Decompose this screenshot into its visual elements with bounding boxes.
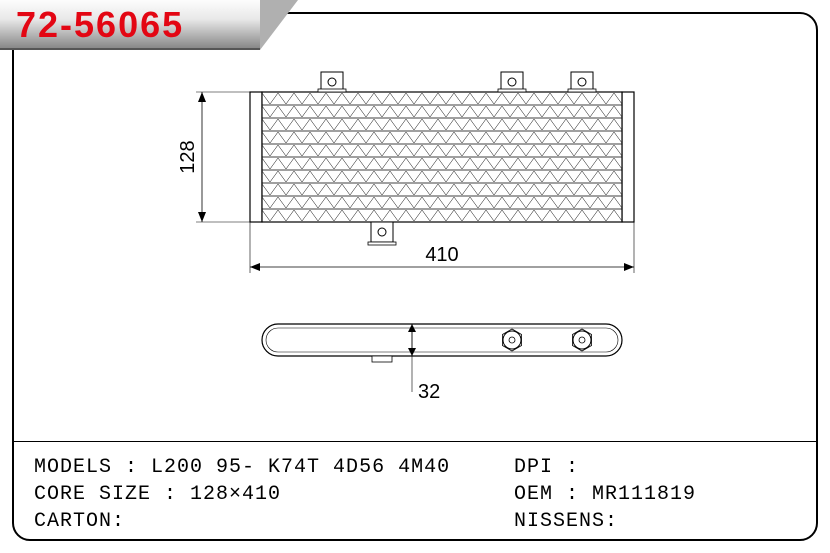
coresize-label: CORE SIZE : (34, 483, 177, 506)
oem-value: MR111819 (592, 483, 696, 506)
oem-label: OEM : (514, 483, 579, 506)
carton-label: CARTON: (34, 510, 125, 533)
dim-height-label: 128 (177, 140, 199, 173)
diagram-area: 128 410 32 (12, 62, 818, 442)
part-number: 72-56065 (16, 4, 184, 46)
nissens-label: NISSENS: (514, 510, 618, 533)
dim-width-label: 410 (425, 244, 458, 266)
dpi-cell: DPI : (514, 456, 796, 479)
dim-thickness-label: 32 (418, 381, 440, 403)
oem-cell: OEM : MR111819 (514, 483, 796, 506)
technical-drawing: 128 410 32 (12, 62, 818, 442)
models-cell: MODELS : L200 95- K74T 4D56 4M40 (34, 456, 514, 479)
dpi-label: DPI : (514, 456, 579, 479)
info-row-1: MODELS : L200 95- K74T 4D56 4M40 DPI : (34, 456, 796, 479)
models-value: L200 95- K74T 4D56 4M40 (151, 456, 450, 479)
info-row-2: CORE SIZE : 128×410 OEM : MR111819 (34, 483, 796, 506)
carton-cell: CARTON: (34, 510, 514, 533)
models-label: MODELS : (34, 456, 138, 479)
part-label-plate: 72-56065 (0, 0, 260, 50)
info-area: MODELS : L200 95- K74T 4D56 4M40 DPI : C… (12, 442, 818, 541)
info-row-3: CARTON: NISSENS: (34, 510, 796, 533)
nissens-cell: NISSENS: (514, 510, 796, 533)
coresize-value: 128×410 (190, 483, 281, 506)
coresize-cell: CORE SIZE : 128×410 (34, 483, 514, 506)
